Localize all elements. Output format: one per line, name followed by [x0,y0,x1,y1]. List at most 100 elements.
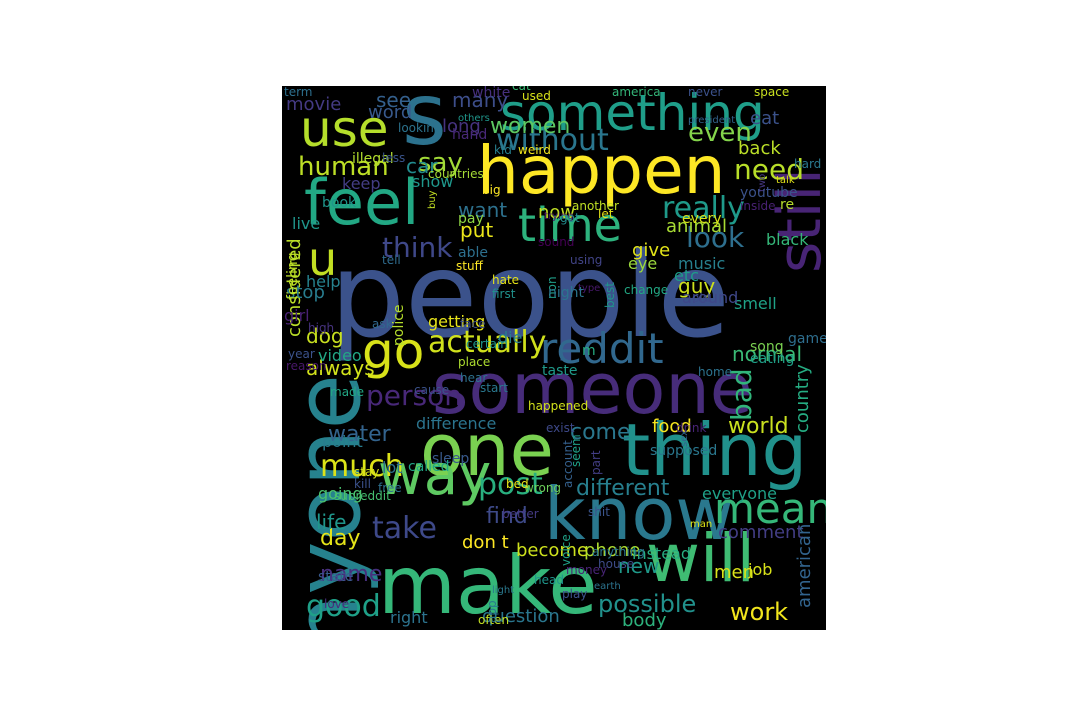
word-made: made [330,385,365,399]
word-free: free [378,481,402,495]
word-house: house [598,557,635,571]
word-love: love [324,597,350,611]
word-american: american [794,523,815,608]
word-put: put [460,218,494,242]
word-reddit: reddit [540,324,664,373]
word-say: say [418,148,463,178]
word-trying: trying [544,211,574,222]
word-buy: buy [427,190,438,209]
word-even: even [688,118,752,148]
word-don-t: don t [462,532,509,553]
word-term: term [284,86,313,99]
word-light: light [492,585,515,596]
word-give: give [632,240,671,261]
word-cause: cause [414,383,450,397]
word-actually: actually [428,325,547,360]
word-subreddit: subreddit [334,489,391,503]
word-kill: kill [354,477,371,491]
word-eating: eating [750,351,795,367]
word-home: home [698,365,733,379]
word-way: way [378,443,492,508]
word-change: change [624,283,669,297]
word-first: first [492,287,516,301]
word-different: different [576,476,670,501]
word-everyone: everyone [702,484,777,503]
word-show: show [412,172,454,191]
word-big: big [482,183,501,197]
word-another: another [572,199,619,213]
word-right: right [390,608,428,627]
word-happen: happen [477,132,726,209]
word-best: best [603,282,617,308]
word-talk: talk [776,175,795,186]
word-car: car [406,154,438,178]
word-state: state [318,569,354,585]
word-name: name [320,562,383,587]
word-need: need [734,153,804,186]
word-use: use [300,100,389,158]
word-others: others [458,113,490,124]
word-kid: kid [494,143,512,157]
word-know: know [544,472,735,556]
word-thing: thing [622,408,808,492]
word-able: able [458,245,488,261]
word-become: become [516,540,589,561]
word-human: human [298,152,389,182]
word-got: got [560,211,580,225]
word-getting: getting [428,312,486,331]
word-take: take [372,511,437,546]
word-someone: someone [432,348,753,430]
word-stay: stay [354,465,380,479]
word-space: space [754,86,790,99]
word-taste: taste [542,363,578,379]
word-used: used [522,89,551,103]
word-make: make [378,539,598,630]
word-song: song [750,339,784,355]
word-earth: earth [594,581,621,592]
word-around: around [682,288,739,307]
word-people: people [330,226,730,364]
word-look: look [686,221,745,254]
word-ask: ask [372,317,393,331]
word-sound: sound [538,235,575,249]
word-cloud: people someone make thing know will one happen s… [282,86,826,630]
word-bed: bed [506,477,529,491]
word-find: find [486,504,528,529]
word-voice: voice [559,534,573,566]
word-mean: mean [714,484,826,533]
word-body: body [622,610,667,630]
word-police: police [391,304,407,346]
word-bad: bad [725,368,758,421]
word-pay: pay [458,211,484,227]
word-president: president [688,115,736,126]
word-book: book [322,195,357,211]
word-app: app [485,600,499,623]
word-help: help [306,272,341,291]
word-day: day [320,526,361,551]
word-normal: normal [732,342,803,366]
word-s: s [402,86,447,165]
word-difference: difference [416,414,497,433]
word-drink: drink [676,421,707,435]
word-looking: looking [398,121,442,135]
word-word: word [368,102,413,123]
word-animal: animal [666,216,728,237]
word-account: account [561,440,575,488]
word-etc: etc [674,266,699,285]
word-life: life [316,510,347,534]
word-start: start [480,381,508,395]
word-one: one [420,408,554,492]
word-live: live [292,214,321,233]
word-reason: reason [286,359,327,373]
word-exist: exist [546,421,575,435]
word-will: will [646,520,755,597]
word-play: play [562,587,588,601]
word-wrong: wrong [524,481,562,495]
word-part: part [589,450,603,475]
word-every: every [682,211,722,227]
word-stuff: stuff [456,259,483,273]
word-eat: eat [750,108,780,129]
word-country: country [792,364,813,433]
word-think: think [382,231,453,264]
word-place: place [458,355,491,369]
